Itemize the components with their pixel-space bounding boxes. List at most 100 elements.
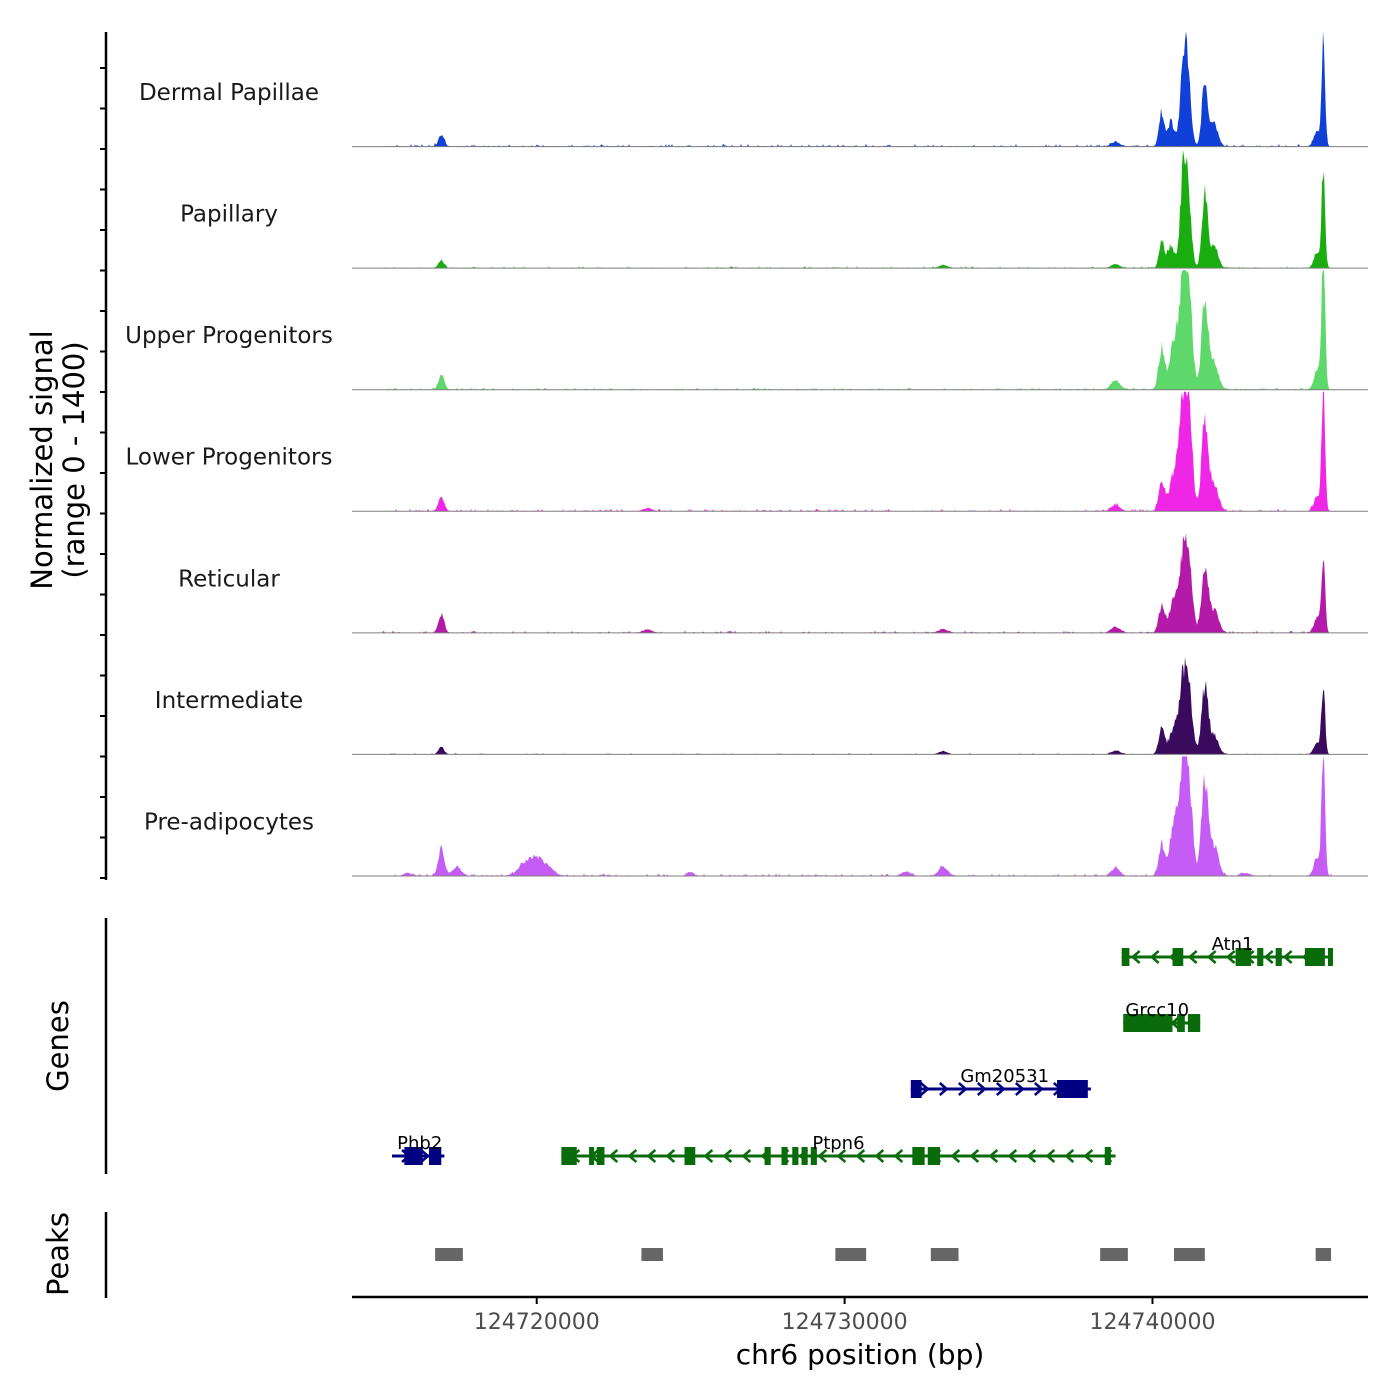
- gene-model: Atn1: [1121, 934, 1333, 966]
- gene-model: Gm20531: [910, 1066, 1091, 1098]
- strand-arrow: [988, 1149, 999, 1163]
- signal-area: [352, 270, 1368, 390]
- track-label: Pre-adipocytes: [144, 809, 314, 835]
- gene-exon: [1304, 948, 1325, 966]
- y-axis-labels: Normalized signal (range 0 - 1400) Genes…: [25, 330, 91, 1296]
- signal-track: Lower Progenitors: [126, 391, 1368, 512]
- strand-arrow: [1083, 1149, 1094, 1163]
- strand-arrow: [969, 1149, 980, 1163]
- gene-name-label: Atn1: [1212, 934, 1254, 955]
- strand-arrow: [836, 1149, 847, 1163]
- strand-arrow: [608, 1149, 619, 1163]
- y-axis-title-line2: (range 0 - 1400): [57, 341, 91, 578]
- gene-exon: [1057, 1080, 1088, 1098]
- track-label: Upper Progenitors: [125, 323, 333, 349]
- signal-area: [352, 149, 1368, 269]
- strand-arrow: [1187, 950, 1198, 964]
- strand-arrow: [950, 1149, 961, 1163]
- signal-track: Dermal Papillae: [139, 30, 1368, 148]
- strand-arrow: [741, 1149, 752, 1163]
- peak-region: [435, 1248, 463, 1261]
- signal-track: Papillary: [180, 149, 1368, 269]
- x-tick-label: 124730000: [782, 1310, 908, 1335]
- gene-exon: [810, 1147, 817, 1165]
- gene-annotation-panel: Atn1 Grcc10 Gm20531 Phb2 Ptpn6: [104, 918, 1333, 1174]
- gene-exon: [927, 1147, 941, 1165]
- peak-region: [835, 1248, 867, 1261]
- gene-exon: [801, 1147, 808, 1165]
- strand-arrow: [976, 1082, 987, 1096]
- peaks-panel: [104, 1212, 1332, 1298]
- strand-arrow: [855, 1149, 866, 1163]
- gene-exon: [1235, 948, 1252, 966]
- gene-exon: [910, 1080, 922, 1098]
- strand-arrow: [1045, 1149, 1056, 1163]
- signal-area: [352, 656, 1368, 755]
- gene-exon: [1257, 948, 1264, 966]
- strand-arrow: [722, 1149, 733, 1163]
- strand-arrow: [1130, 950, 1141, 964]
- strand-arrow: [646, 1149, 657, 1163]
- gene-exon: [1121, 948, 1130, 966]
- gene-name-label: Ptpn6: [812, 1133, 864, 1154]
- gene-model: Grcc10: [1123, 1000, 1201, 1032]
- signal-area: [352, 532, 1368, 633]
- gene-exon: [1275, 948, 1282, 966]
- signal-track: Reticular: [178, 532, 1368, 634]
- strand-arrow: [1014, 1082, 1025, 1096]
- strand-arrow: [1282, 950, 1293, 964]
- gene-exon: [561, 1147, 577, 1165]
- x-axis-title: chr6 position (bp): [736, 1338, 985, 1371]
- gene-model: Ptpn6: [561, 1133, 1116, 1165]
- strand-arrow: [627, 1149, 638, 1163]
- peak-region: [1174, 1248, 1205, 1261]
- track-label: Dermal Papillae: [139, 80, 319, 106]
- track-label: Reticular: [178, 566, 280, 592]
- gene-model: Phb2: [392, 1133, 445, 1165]
- signal-track: Pre-adipocytes: [144, 756, 1368, 877]
- signal-track: Intermediate: [155, 656, 1368, 755]
- genes-axis-title: Genes: [41, 1000, 75, 1092]
- gene-name-label: Phb2: [397, 1133, 442, 1154]
- signal-area: [352, 391, 1368, 512]
- strand-arrow: [1026, 1149, 1037, 1163]
- gene-exon: [1123, 1014, 1173, 1032]
- gene-exon: [1187, 1014, 1201, 1032]
- gene-exon: [912, 1147, 925, 1165]
- strand-arrow: [919, 1082, 930, 1096]
- signal-area: [352, 756, 1368, 876]
- strand-arrow: [420, 1149, 430, 1163]
- signal-track: Upper Progenitors: [125, 270, 1368, 391]
- gene-exon: [1177, 1014, 1185, 1032]
- strand-arrow: [1033, 1082, 1044, 1096]
- peaks-axis-title: Peaks: [41, 1212, 75, 1296]
- gene-exon: [1172, 948, 1184, 966]
- strand-arrow: [1225, 950, 1236, 964]
- strand-arrow: [995, 1082, 1006, 1096]
- peak-region: [1100, 1248, 1128, 1261]
- peak-region: [641, 1248, 663, 1261]
- strand-arrow: [874, 1149, 885, 1163]
- gene-exon: [781, 1147, 788, 1165]
- y-axis-title-line1: Normalized signal: [25, 330, 59, 589]
- strand-arrow: [817, 1149, 828, 1163]
- strand-arrow: [1206, 950, 1217, 964]
- strand-arrow: [1007, 1149, 1018, 1163]
- x-tick-label: 124720000: [474, 1310, 600, 1335]
- gene-exon: [404, 1147, 423, 1165]
- track-label: Lower Progenitors: [126, 445, 333, 471]
- gene-exon: [589, 1147, 595, 1165]
- gene-name-label: Gm20531: [960, 1066, 1049, 1087]
- signal-area: [352, 30, 1368, 147]
- strand-arrow: [1149, 950, 1160, 964]
- peak-region: [1315, 1248, 1332, 1261]
- gene-name-label: Grcc10: [1125, 1000, 1189, 1021]
- track-label: Papillary: [180, 202, 278, 228]
- gene-exon: [1104, 1147, 1111, 1165]
- gene-exon: [684, 1147, 696, 1165]
- gene-exon: [428, 1147, 442, 1165]
- x-axis: 124720000 124730000 124740000 chr6 position…: [352, 1295, 1368, 1371]
- signal-tracks-panel: Dermal Papillae Papillary Upper Progenitor…: [100, 30, 1368, 880]
- strand-arrow: [938, 1082, 949, 1096]
- peak-region: [930, 1248, 959, 1261]
